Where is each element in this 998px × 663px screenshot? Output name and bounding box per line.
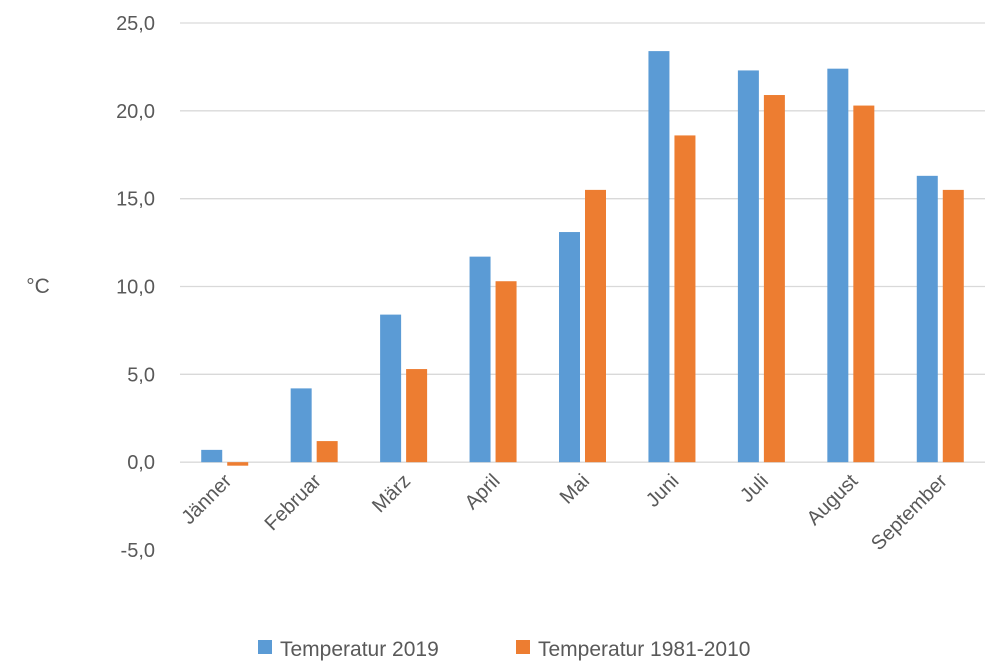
bar-temperatur-1981-2010-6 <box>763 95 785 463</box>
x-category-label: August <box>803 470 863 530</box>
x-axis-category-labels: Jänner Februar März April Mai Juni Juli August S… <box>177 470 952 555</box>
x-category-label: Februar <box>261 470 326 535</box>
bar-temperatur-1981-2010-7 <box>853 105 875 463</box>
bar-temperatur-2019-7 <box>827 68 849 463</box>
bar-temperatur-1981-2010-8 <box>942 189 964 463</box>
x-category-label: Mai <box>556 470 594 508</box>
legend-swatch-temperatur-2019 <box>258 640 272 654</box>
bar-temperatur-1981-2010-5 <box>674 135 696 463</box>
bar-temperatur-2019-4 <box>559 232 580 463</box>
y-tick-label: 0,0 <box>127 452 155 474</box>
x-category-label: Juni <box>642 470 684 512</box>
gridlines <box>180 22 985 463</box>
y-tick-label: 15,0 <box>116 189 155 211</box>
bar-temperatur-2019-1 <box>290 388 312 463</box>
bar-temperatur-2019-8 <box>916 175 938 463</box>
bar-temperatur-2019-3 <box>469 256 491 463</box>
x-category-label: April <box>461 470 505 514</box>
bar-temperatur-2019-6 <box>737 70 759 463</box>
x-category-label: Jänner <box>177 470 236 529</box>
y-axis-label: °C <box>26 275 50 298</box>
legend-swatch-temperatur-1981-2010 <box>516 640 530 654</box>
y-tick-label: 25,0 <box>116 13 155 35</box>
bar-temperatur-2019-0 <box>201 449 223 463</box>
y-axis-ticks: -5,0 0,0 5,0 10,0 15,0 20,0 25,0 <box>116 13 155 562</box>
x-category-label: Juli <box>736 470 773 507</box>
legend-label-temperatur-2019: Temperatur 2019 <box>280 638 439 661</box>
bar-temperatur-1981-2010-3 <box>495 281 517 463</box>
y-tick-label: 20,0 <box>116 101 155 123</box>
bar-temperatur-1981-2010-1 <box>316 441 338 463</box>
x-category-label: September <box>867 470 952 555</box>
legend-label-temperatur-1981-2010: Temperatur 1981-2010 <box>538 638 750 661</box>
y-tick-label: 10,0 <box>116 277 155 299</box>
x-category-label: März <box>368 470 415 517</box>
legend: Temperatur 2019 Temperatur 1981-2010 <box>258 638 750 661</box>
bars <box>201 51 964 466</box>
y-tick-label: -5,0 <box>121 540 155 562</box>
bar-temperatur-2019-5 <box>648 51 670 463</box>
bar-temperatur-1981-2010-0 <box>227 462 249 466</box>
bar-temperatur-1981-2010-4 <box>585 189 606 463</box>
bar-temperatur-1981-2010-2 <box>406 369 428 463</box>
bar-temperatur-2019-2 <box>380 314 402 463</box>
y-tick-label: 5,0 <box>127 364 155 386</box>
